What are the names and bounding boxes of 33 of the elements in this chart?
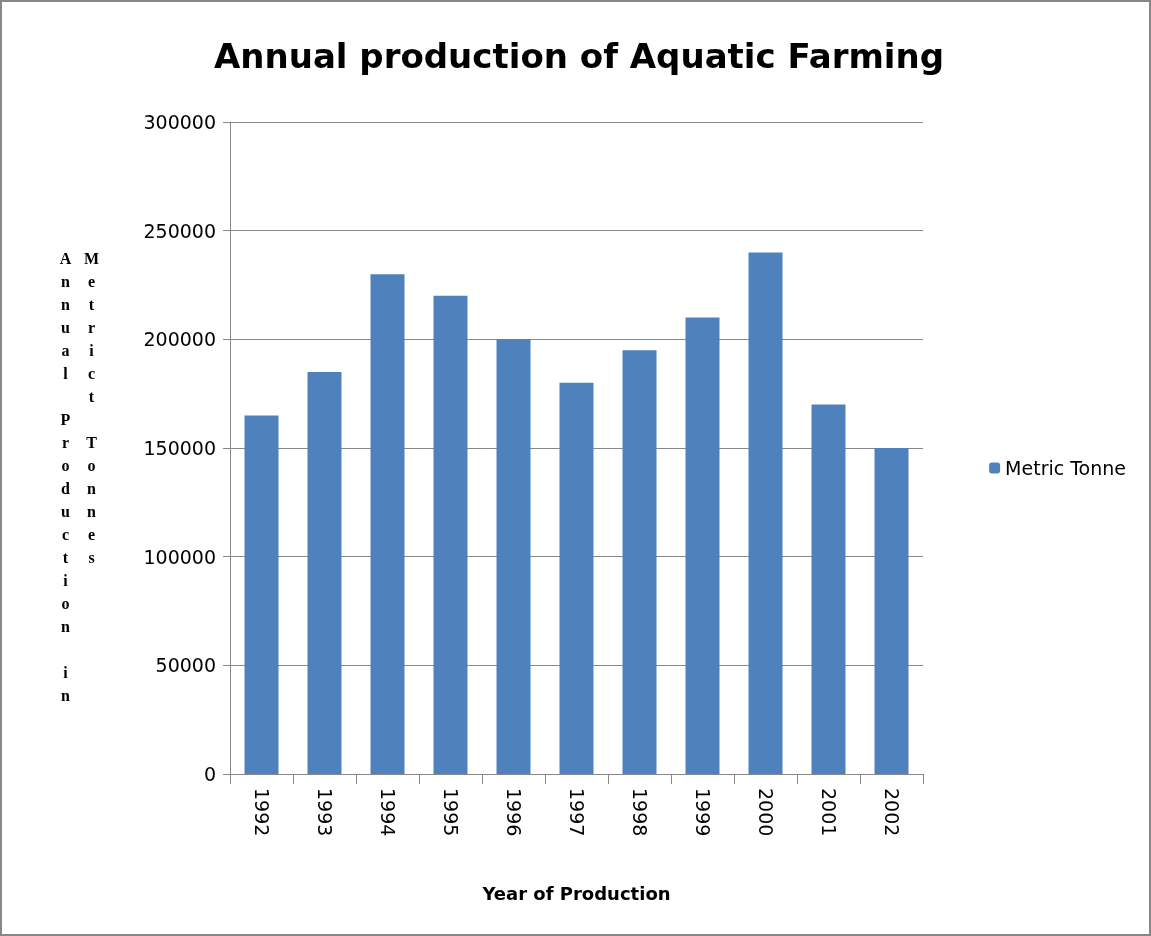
x-tick-label: 1999	[691, 788, 714, 837]
bar	[559, 382, 594, 774]
x-tick-label: 1995	[439, 788, 462, 837]
x-tick-label: 1992	[250, 788, 273, 837]
x-tick-label: 1997	[565, 788, 588, 837]
y-tick-label: 200000	[143, 328, 216, 351]
y-tick-label: 250000	[143, 219, 216, 242]
bar	[370, 274, 405, 774]
x-tick-label: 1994	[376, 788, 399, 837]
bar	[811, 404, 846, 774]
x-tick-label: 1998	[628, 788, 651, 837]
bar	[433, 295, 468, 774]
y-tick-label: 50000	[155, 654, 216, 677]
bar	[244, 415, 279, 774]
x-tick-label: 1993	[313, 788, 336, 837]
bar	[496, 339, 531, 774]
legend-label: Metric Tonne	[1005, 457, 1127, 479]
bar	[748, 252, 783, 774]
x-tick-label: 2002	[880, 788, 903, 837]
bar	[685, 317, 720, 774]
bar	[307, 371, 342, 774]
y-tick-label: 0	[203, 763, 216, 785]
bar	[622, 350, 657, 774]
y-tick-label: 300000	[143, 111, 216, 133]
chart-title: Annual production of Aquatic Farming	[213, 36, 945, 76]
x-axis-title: Year of Production	[481, 882, 671, 904]
x-tick-label: 2000	[754, 788, 777, 837]
x-tick-label: 1996	[502, 788, 525, 837]
x-tick-label: 2001	[817, 788, 840, 837]
bar	[874, 448, 909, 774]
y-tick-label: 100000	[143, 545, 216, 568]
y-tick-label: 150000	[143, 437, 216, 459]
y-axis-title: Annual Production in Metrict Tonnes	[56, 250, 101, 712]
